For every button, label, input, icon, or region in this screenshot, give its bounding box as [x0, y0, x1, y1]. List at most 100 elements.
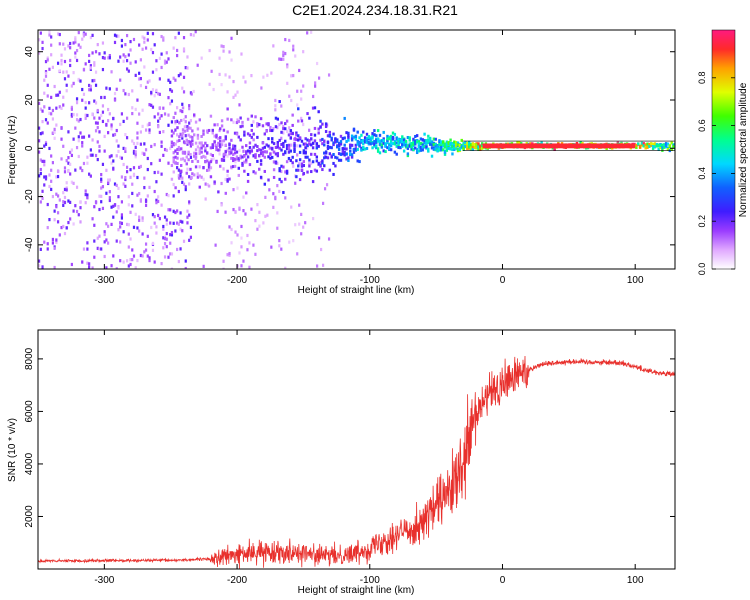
heatmap-cell: [160, 144, 163, 148]
heatmap-cell: [256, 149, 259, 153]
heatmap-cell: [182, 47, 186, 51]
heatmap-cell: [144, 148, 148, 152]
heatmap-cell: [234, 93, 237, 97]
heatmap-cell: [89, 64, 92, 68]
heatmap-cell: [81, 168, 84, 173]
heatmap-cell: [325, 183, 329, 187]
heatmap-cell: [157, 170, 160, 174]
heatmap-cell: [129, 175, 132, 179]
heatmap-cell: [308, 139, 311, 143]
heatmap-cell: [38, 101, 41, 105]
heatmap-cell: [298, 222, 301, 226]
heatmap-cell: [222, 259, 225, 263]
heatmap-cell: [46, 58, 49, 62]
heatmap-cell: [63, 187, 67, 192]
heatmap-cell: [668, 144, 672, 148]
heatmap-cell: [48, 146, 51, 151]
heatmap-cell: [103, 240, 106, 244]
heatmap-cell: [425, 145, 428, 149]
heatmap-cell: [280, 148, 283, 152]
heatmap-cell: [250, 149, 253, 153]
heatmap-cell: [165, 60, 168, 64]
heatmap-cell: [453, 142, 456, 146]
heatmap-cell: [262, 75, 265, 79]
heatmap-cell: [263, 182, 267, 186]
heatmap-cell: [323, 156, 326, 160]
heatmap-cell: [408, 142, 411, 146]
heatmap-cell: [289, 129, 293, 133]
heatmap-cell: [241, 120, 244, 124]
heatmap-cell: [256, 124, 259, 128]
heatmap-cell: [181, 128, 185, 132]
heatmap-cell: [427, 134, 430, 138]
heatmap-cell: [191, 135, 194, 139]
heatmap-cell: [276, 143, 280, 147]
heatmap-cell: [186, 66, 189, 70]
heatmap-cell: [193, 151, 196, 155]
heatmap-cell: [388, 137, 391, 141]
heatmap-cell: [297, 119, 300, 123]
heatmap-cell: [55, 192, 58, 196]
heatmap-cell: [207, 184, 211, 188]
heatmap-cell: [98, 52, 101, 56]
heatmap-cell: [327, 237, 331, 241]
heatmap-cell: [337, 141, 341, 145]
heatmap-cell: [65, 83, 68, 87]
heatmap-cell: [56, 211, 60, 215]
heatmap-cell: [278, 244, 281, 248]
heatmap-cell: [287, 146, 291, 150]
heatmap-cell: [259, 117, 263, 121]
heatmap-cell: [296, 144, 299, 148]
heatmap-cell: [458, 143, 462, 147]
heatmap-cell: [252, 138, 255, 142]
heatmap-cell: [165, 148, 168, 152]
heatmap-cell: [367, 140, 371, 144]
heatmap-cell: [151, 50, 155, 55]
heatmap-cell: [395, 144, 398, 148]
heatmap-cell: [293, 149, 296, 153]
heatmap-cell: [169, 252, 172, 256]
heatmap-cell: [108, 198, 111, 203]
heatmap-cell: [77, 30, 80, 35]
heatmap-cell: [58, 90, 61, 94]
heatmap-cell: [579, 140, 582, 144]
heatmap-cell: [202, 264, 205, 268]
heatmap-cell: [228, 143, 231, 147]
heatmap-cell: [115, 139, 118, 143]
heatmap-cell: [417, 140, 421, 144]
heatmap-cell: [430, 154, 434, 158]
heatmap-cell: [63, 200, 67, 205]
heatmap-cell: [170, 177, 174, 181]
heatmap-cell: [84, 106, 87, 110]
heatmap-cell: [43, 78, 46, 82]
heatmap-cell: [72, 137, 75, 141]
heatmap-cell: [217, 143, 220, 147]
heatmap-cell: [79, 220, 82, 224]
heatmap-cell: [432, 147, 436, 151]
heatmap-cell: [245, 150, 248, 154]
heatmap-cell: [382, 137, 385, 141]
heatmap-cell: [445, 142, 449, 146]
heatmap-cell: [98, 234, 101, 238]
heatmap-cell: [141, 151, 144, 155]
heatmap-cell: [365, 139, 369, 143]
heatmap-cell: [310, 152, 313, 156]
heatmap-cell: [174, 161, 177, 165]
heatmap-cell: [310, 161, 313, 165]
heatmap-cell: [150, 144, 153, 149]
heatmap-cell: [358, 136, 361, 140]
heatmap-cell: [138, 43, 141, 47]
heatmap-cell: [258, 123, 261, 127]
heatmap-cell: [306, 138, 309, 142]
heatmap-cell: [638, 145, 642, 149]
heatmap-cell: [158, 56, 161, 60]
heatmap-cell: [423, 144, 426, 148]
heatmap-cell: [261, 124, 265, 128]
heatmap-cell: [217, 136, 220, 140]
heatmap-cell: [136, 175, 139, 180]
heatmap-cell: [88, 134, 91, 138]
heatmap-cell: [43, 91, 46, 95]
heatmap-cell: [282, 57, 285, 61]
heatmap-cell: [191, 142, 194, 146]
heatmap-cell: [371, 146, 374, 150]
